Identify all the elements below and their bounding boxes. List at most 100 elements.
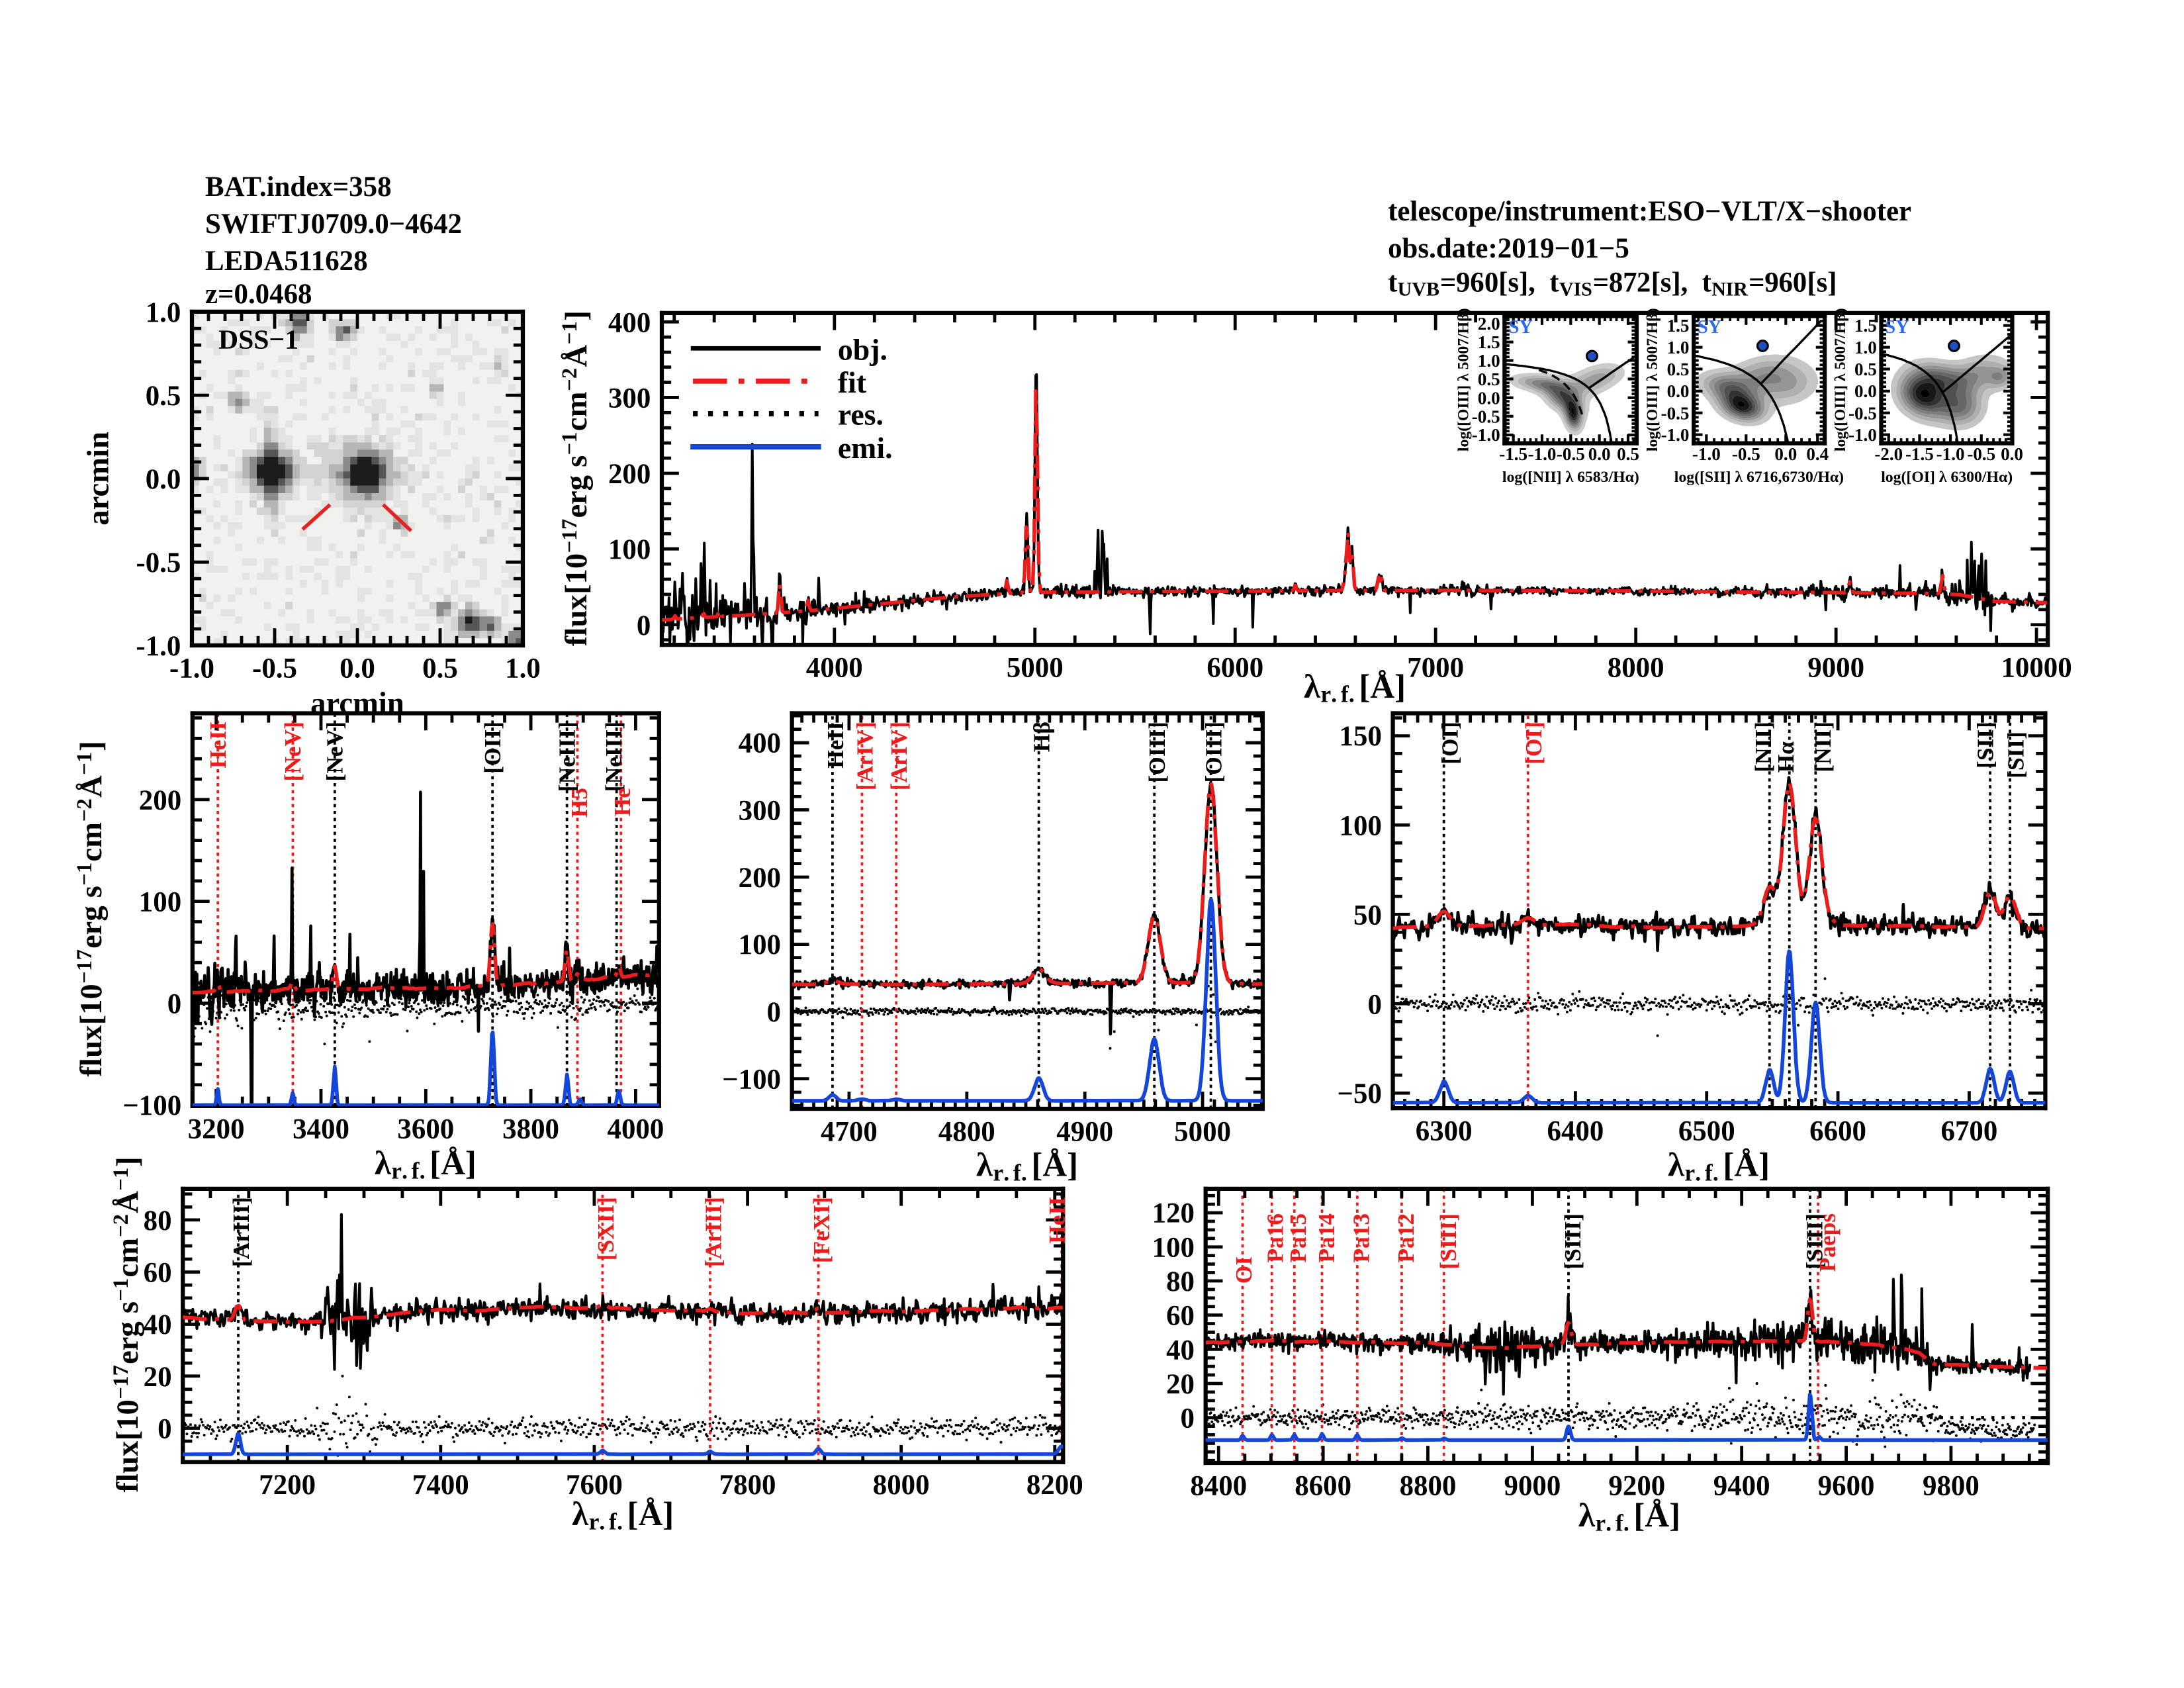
svg-text:OI: OI bbox=[1230, 1256, 1257, 1284]
svg-text:[ArIV]: [ArIV] bbox=[851, 722, 878, 790]
svg-text:BAT.index=358: BAT.index=358 bbox=[205, 171, 392, 203]
svg-text:0.0: 0.0 bbox=[2001, 444, 2023, 464]
svg-text:-0.5: -0.5 bbox=[1848, 403, 1877, 423]
svg-text:6500: 6500 bbox=[1678, 1116, 1735, 1147]
svg-text:obs.date:2019−01−5: obs.date:2019−01−5 bbox=[1388, 233, 1629, 264]
svg-text:9200: 9200 bbox=[1608, 1470, 1665, 1501]
svg-text:6300: 6300 bbox=[1416, 1116, 1473, 1147]
svg-text:λ[Å]r.f.: λ [Å]r. f. bbox=[375, 1145, 477, 1184]
svg-text:6700: 6700 bbox=[1941, 1116, 1998, 1147]
svg-text:3800: 3800 bbox=[502, 1114, 559, 1145]
svg-text:Pa13: Pa13 bbox=[1348, 1213, 1375, 1263]
svg-text:[OII]: [OII] bbox=[479, 722, 506, 774]
svg-text:-2.0: -2.0 bbox=[1874, 444, 1903, 464]
svg-text:0.5: 0.5 bbox=[422, 653, 458, 684]
svg-text:[ArIII]: [ArIII] bbox=[700, 1197, 727, 1267]
svg-text:20: 20 bbox=[144, 1362, 172, 1393]
svg-text:H5: H5 bbox=[566, 788, 592, 818]
svg-text:-1.0: -1.0 bbox=[136, 631, 181, 662]
svg-text:4800: 4800 bbox=[938, 1116, 995, 1147]
svg-text:2.0: 2.0 bbox=[1478, 314, 1500, 334]
svg-text:5000: 5000 bbox=[1174, 1116, 1231, 1147]
svg-text:-1.0: -1.0 bbox=[1936, 444, 1965, 464]
svg-text:0.0: 0.0 bbox=[1854, 381, 1877, 401]
svg-text:SWIFTJ0709.0−4642: SWIFTJ0709.0−4642 bbox=[205, 209, 462, 240]
svg-text:100: 100 bbox=[1152, 1232, 1195, 1263]
svg-text:0.5: 0.5 bbox=[1617, 444, 1639, 464]
svg-text:6000: 6000 bbox=[1206, 652, 1263, 683]
svg-text:λ[Å]r.f.: λ [Å]r. f. bbox=[1578, 1497, 1680, 1536]
svg-text:0.0: 0.0 bbox=[146, 464, 181, 495]
svg-text:[OI]: [OI] bbox=[1520, 722, 1547, 765]
svg-text:9000: 9000 bbox=[1504, 1470, 1561, 1501]
svg-text:200: 200 bbox=[739, 863, 781, 894]
svg-text:[SIII]: [SIII] bbox=[1559, 1213, 1586, 1270]
svg-text:8000: 8000 bbox=[1608, 652, 1664, 683]
svg-text:log([OIII] λ 5007/Hβ): log([OIII] λ 5007/Hβ) bbox=[1455, 308, 1473, 451]
svg-text:-1.0: -1.0 bbox=[1528, 444, 1557, 464]
svg-text:0.0: 0.0 bbox=[1667, 381, 1690, 401]
svg-text:fit: fit bbox=[838, 365, 867, 399]
svg-text:0.5: 0.5 bbox=[1478, 369, 1500, 389]
svg-text:1.5: 1.5 bbox=[1478, 332, 1500, 352]
svg-text:100: 100 bbox=[739, 929, 781, 961]
svg-text:9800: 9800 bbox=[1923, 1470, 1979, 1501]
svg-text:150: 150 bbox=[1340, 721, 1382, 752]
svg-text:[NII]: [NII] bbox=[1750, 722, 1776, 773]
svg-text:1.0: 1.0 bbox=[146, 297, 181, 328]
svg-text:100: 100 bbox=[608, 534, 651, 565]
svg-text:[OI]: [OI] bbox=[1437, 722, 1463, 765]
svg-text:60: 60 bbox=[1166, 1301, 1195, 1332]
svg-text:SY: SY bbox=[1698, 317, 1721, 338]
svg-text:λ[Å]r.f.: λ [Å]r. f. bbox=[572, 1495, 674, 1535]
svg-text:Paeps: Paeps bbox=[1814, 1213, 1841, 1272]
svg-text:[FeXI]: [FeXI] bbox=[808, 1197, 835, 1263]
svg-text:[ArIII]: [ArIII] bbox=[228, 1197, 254, 1267]
svg-text:-0.5: -0.5 bbox=[1732, 444, 1760, 464]
svg-text:Pa12: Pa12 bbox=[1392, 1213, 1419, 1263]
svg-text:0: 0 bbox=[767, 997, 781, 1028]
svg-text:50: 50 bbox=[1353, 900, 1382, 931]
svg-text:8400: 8400 bbox=[1190, 1470, 1247, 1501]
svg-text:20: 20 bbox=[1166, 1369, 1195, 1400]
svg-text:-1.5: -1.5 bbox=[1905, 444, 1934, 464]
svg-text:40: 40 bbox=[144, 1309, 172, 1340]
svg-text:120: 120 bbox=[1152, 1198, 1195, 1229]
svg-text:0.4: 0.4 bbox=[1806, 444, 1829, 464]
svg-text:λ[Å]r.f.: λ [Å]r. f. bbox=[1668, 1147, 1770, 1186]
svg-text:0.0: 0.0 bbox=[1478, 388, 1500, 408]
svg-text:obj.: obj. bbox=[838, 332, 887, 366]
svg-text:0.0: 0.0 bbox=[1774, 444, 1797, 464]
svg-text:0: 0 bbox=[167, 988, 181, 1019]
svg-text:6400: 6400 bbox=[1547, 1116, 1604, 1147]
svg-text:4700: 4700 bbox=[821, 1116, 878, 1147]
svg-text:0.0: 0.0 bbox=[340, 653, 375, 684]
svg-text:0: 0 bbox=[637, 610, 651, 641]
svg-text:HeII: HeII bbox=[205, 722, 231, 769]
svg-text:3600: 3600 bbox=[397, 1114, 454, 1145]
svg-text:1.5: 1.5 bbox=[1854, 316, 1877, 336]
svg-text:Pa14: Pa14 bbox=[1313, 1213, 1340, 1263]
svg-text:200: 200 bbox=[139, 785, 181, 816]
svg-text:-0.5: -0.5 bbox=[1557, 444, 1585, 464]
svg-text:SY: SY bbox=[1885, 317, 1909, 338]
svg-text:Hα: Hα bbox=[1772, 741, 1799, 773]
svg-text:0.5: 0.5 bbox=[1854, 359, 1877, 379]
svg-text:100: 100 bbox=[1340, 810, 1382, 841]
svg-text:-1.0: -1.0 bbox=[1661, 425, 1690, 445]
svg-text:λ[Å]r.f.: λ [Å]r. f. bbox=[976, 1147, 1078, 1186]
svg-text:-0.5: -0.5 bbox=[1472, 406, 1500, 426]
svg-text:1.0: 1.0 bbox=[1478, 351, 1500, 371]
svg-text:0: 0 bbox=[1367, 989, 1381, 1020]
svg-text:−50: −50 bbox=[1338, 1078, 1382, 1109]
svg-text:[OIII]: [OIII] bbox=[1200, 722, 1226, 782]
svg-text:[NeV]: [NeV] bbox=[322, 722, 348, 781]
svg-text:0.5: 0.5 bbox=[1667, 359, 1690, 379]
svg-text:7400: 7400 bbox=[412, 1470, 469, 1501]
svg-text:9400: 9400 bbox=[1713, 1470, 1770, 1501]
svg-text:4900: 4900 bbox=[1056, 1116, 1113, 1147]
svg-text:0.5: 0.5 bbox=[146, 381, 181, 412]
svg-text:[NeIII]: [NeIII] bbox=[600, 722, 627, 792]
svg-text:0.0: 0.0 bbox=[1588, 444, 1611, 464]
svg-text:log([OI] λ 6300/Hα): log([OI] λ 6300/Hα) bbox=[1881, 469, 2013, 486]
